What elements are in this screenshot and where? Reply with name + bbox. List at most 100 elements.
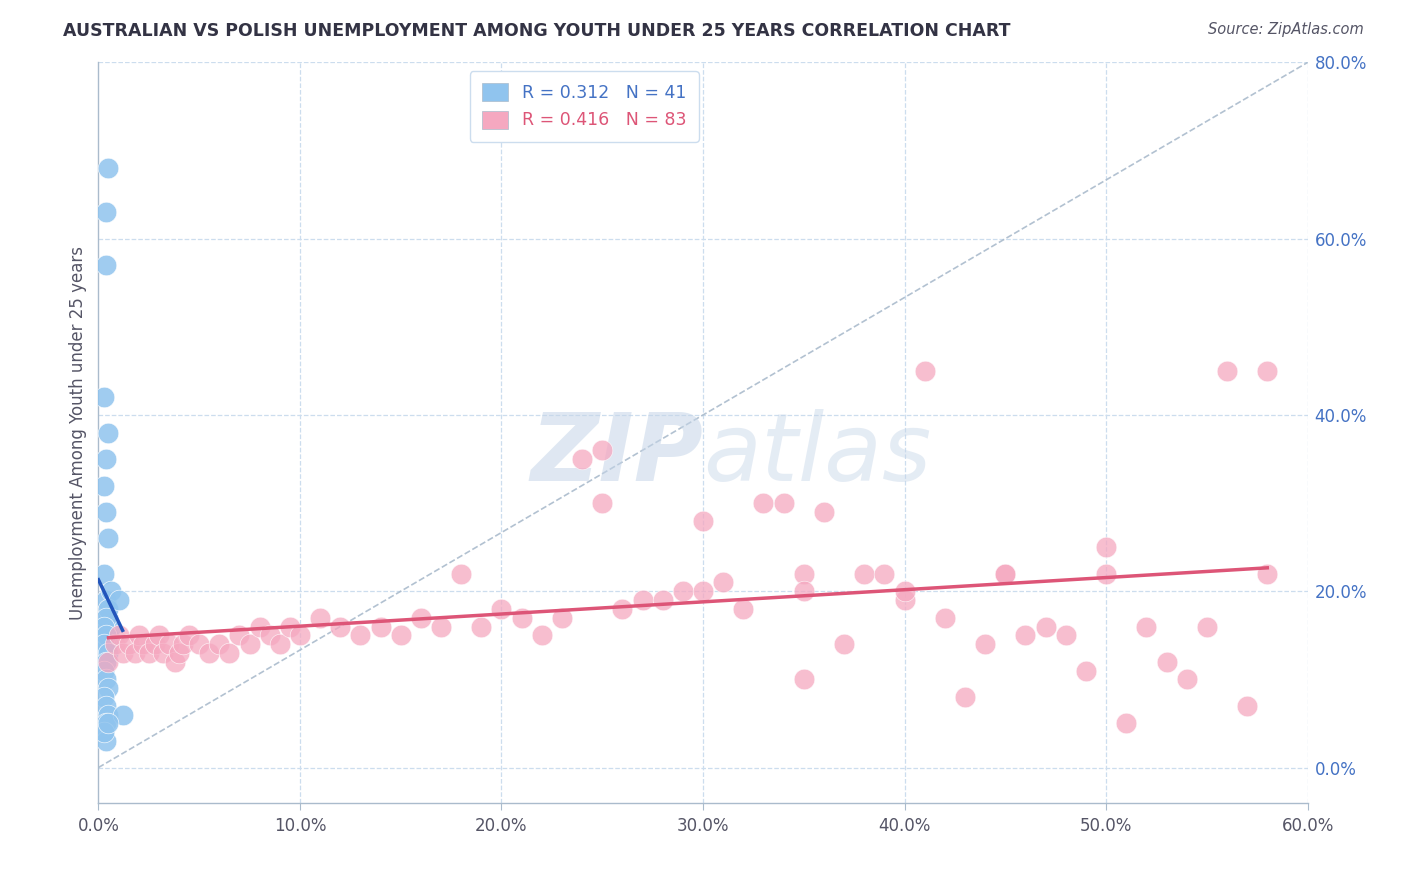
Point (853, 566, 876, 581)
Point (96, 628, 118, 642)
Point (148, 628, 170, 642)
Point (93, 725, 115, 739)
Point (551, 610, 574, 624)
Point (1195, 619, 1218, 633)
Point (349, 628, 371, 642)
Point (218, 646, 240, 660)
Point (96, 637, 118, 651)
Point (97, 602, 120, 616)
Point (96, 505, 118, 519)
Point (163, 655, 186, 669)
Point (198, 646, 221, 660)
Point (96, 610, 118, 624)
Point (450, 566, 472, 581)
Point (96, 716, 118, 731)
Point (1014, 628, 1036, 642)
Point (100, 584, 122, 599)
Point (752, 496, 775, 510)
Point (97, 707, 120, 722)
Point (591, 496, 613, 510)
Point (1175, 673, 1198, 687)
Point (96, 698, 118, 713)
Point (111, 646, 134, 660)
Point (157, 637, 180, 651)
Point (953, 690, 976, 704)
Point (571, 452, 593, 467)
Point (208, 637, 231, 651)
Point (1115, 716, 1137, 731)
Point (100, 619, 122, 633)
Point (631, 593, 654, 607)
Point (107, 628, 129, 642)
Point (1054, 628, 1077, 642)
Point (269, 637, 291, 651)
Point (510, 610, 533, 624)
Point (97, 637, 120, 651)
Point (692, 584, 714, 599)
Point (491, 602, 513, 616)
Point (309, 610, 332, 624)
Point (93, 478, 115, 492)
Point (97, 610, 120, 624)
Point (97, 532, 120, 546)
Point (97, 628, 120, 642)
Point (107, 593, 129, 607)
Point (288, 628, 311, 642)
Point (97, 655, 120, 669)
Point (97, 161, 120, 176)
Point (409, 610, 432, 624)
Point (96, 593, 118, 607)
Point (793, 566, 815, 581)
Point (1074, 664, 1097, 678)
Point (249, 619, 271, 633)
Point (530, 628, 553, 642)
Point (93, 619, 115, 633)
Point (974, 637, 997, 651)
Point (143, 637, 166, 651)
Point (132, 637, 155, 651)
Point (1035, 619, 1057, 633)
Point (93, 637, 115, 651)
Point (832, 637, 855, 651)
Point (1135, 619, 1157, 633)
Point (1095, 566, 1118, 581)
Point (612, 602, 634, 616)
Point (893, 593, 915, 607)
Point (93, 619, 115, 633)
Point (93, 646, 115, 660)
Point (128, 628, 150, 642)
Point (259, 628, 281, 642)
Point (692, 514, 714, 528)
Point (711, 575, 734, 590)
Point (124, 646, 146, 660)
Point (430, 619, 453, 633)
Point (1156, 655, 1178, 669)
Point (591, 443, 613, 458)
Point (167, 646, 190, 660)
Point (793, 673, 815, 687)
Point (152, 646, 174, 660)
Point (96, 673, 118, 687)
Point (96, 258, 118, 272)
Text: ZIP: ZIP (530, 409, 703, 500)
Point (93, 390, 115, 404)
Point (278, 619, 301, 633)
Point (111, 707, 134, 722)
Point (1216, 364, 1239, 378)
Point (228, 628, 250, 642)
Point (93, 566, 115, 581)
Point (96, 734, 118, 748)
Point (96, 205, 118, 219)
Point (118, 637, 141, 651)
Text: atlas: atlas (703, 409, 931, 500)
Point (813, 505, 835, 519)
Point (329, 619, 352, 633)
Point (93, 664, 115, 678)
Point (873, 566, 896, 581)
Point (1095, 540, 1118, 554)
Point (96, 655, 118, 669)
Point (97, 716, 120, 731)
Point (97, 681, 120, 696)
Point (96, 452, 118, 467)
Y-axis label: Unemployment Among Youth under 25 years: Unemployment Among Youth under 25 years (69, 245, 87, 620)
